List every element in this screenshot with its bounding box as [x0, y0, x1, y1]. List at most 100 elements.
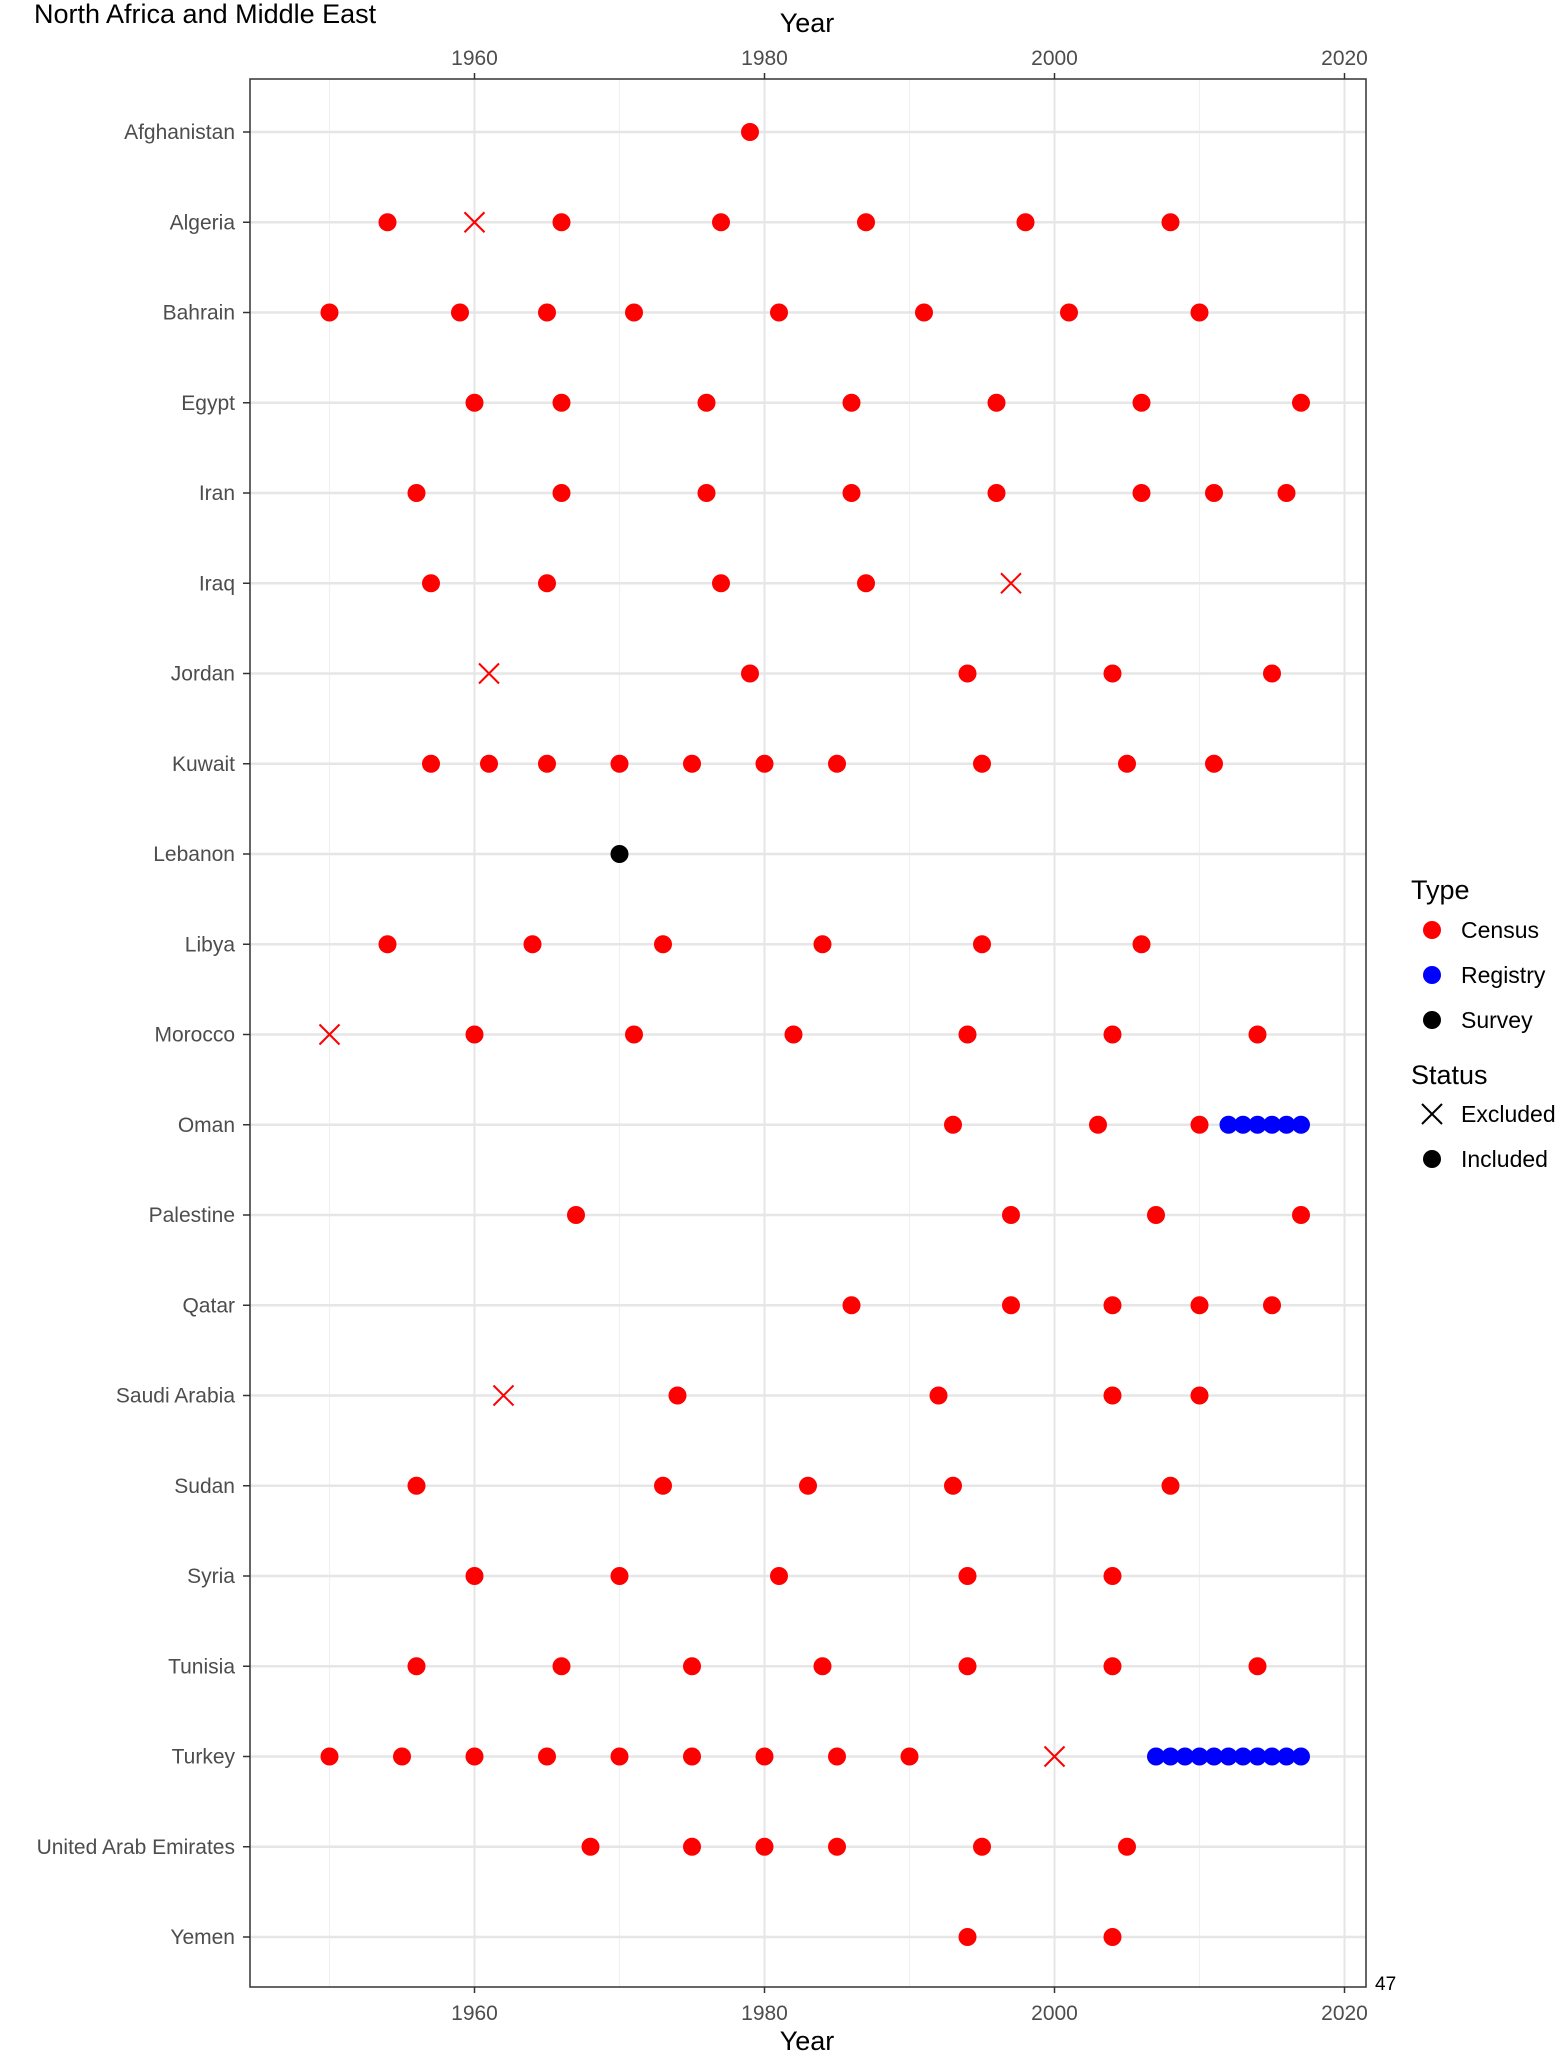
data-point: [1103, 1928, 1122, 1946]
data-point: [320, 1747, 339, 1766]
data-point: [1103, 1657, 1122, 1676]
data-point-excluded: [492, 1384, 515, 1407]
legend: Type Census Registry Survey Status Exclude…: [1411, 875, 1556, 1172]
data-point: [552, 484, 571, 502]
chart-title: North Africa and Middle East: [34, 0, 377, 29]
data-point: [1248, 1115, 1267, 1134]
data-point: [683, 1837, 701, 1856]
data-point: [973, 1837, 991, 1856]
data-point: [465, 1747, 484, 1766]
row-label: Egypt: [181, 392, 235, 415]
row-label: United Arab Emirates: [37, 1836, 235, 1859]
data-point: [1292, 1747, 1310, 1766]
data-point: [1132, 935, 1151, 954]
data-point: [770, 303, 788, 322]
data-point: [1205, 484, 1223, 502]
data-point: [465, 1025, 484, 1044]
data-point: [1118, 754, 1136, 773]
data-point: [523, 935, 542, 954]
data-point: [552, 1657, 571, 1676]
page-number: 47: [1375, 1974, 1396, 1995]
data-point: [654, 935, 672, 954]
data-point: [813, 1657, 832, 1676]
data-point-excluded: [1043, 1745, 1066, 1768]
data-point: [465, 393, 484, 412]
data-point: [1103, 1386, 1122, 1405]
data-point: [538, 303, 556, 322]
data-point: [1060, 303, 1078, 322]
data-point: [741, 123, 759, 141]
data-point: [538, 1747, 556, 1766]
x-tick-label-bottom: 2000: [1031, 2002, 1078, 2025]
data-point: [1103, 664, 1122, 683]
data-point: [1292, 1206, 1310, 1224]
data-point: [712, 574, 730, 593]
legend-key-survey: [1423, 1011, 1441, 1029]
data-point: [1190, 303, 1209, 322]
data-point: [755, 754, 774, 773]
data-point: [1263, 1747, 1281, 1766]
data-point: [1263, 1296, 1281, 1315]
data-point: [1132, 393, 1151, 412]
data-point: [407, 484, 426, 502]
data-point: [683, 754, 701, 773]
data-point: [465, 1567, 484, 1585]
data-point: [987, 484, 1006, 502]
data-point: [741, 664, 759, 683]
data-point: [480, 754, 498, 773]
data-point: [1089, 1115, 1107, 1134]
data-point-excluded: [1000, 572, 1022, 594]
data-point: [538, 754, 556, 773]
data-point: [1277, 1747, 1296, 1766]
legend-key-census: [1423, 921, 1441, 939]
row-label: Qatar: [182, 1294, 235, 1317]
data-point: [828, 1747, 846, 1766]
data-point: [610, 754, 629, 773]
data-point: [987, 393, 1006, 412]
data-point: [712, 213, 730, 232]
x-tick-label-top: 1960: [451, 47, 498, 70]
x-tick-label-top: 2000: [1031, 47, 1078, 70]
data-point: [973, 935, 991, 954]
data-point: [842, 393, 861, 412]
row-label: Kuwait: [172, 753, 235, 776]
data-point: [958, 1928, 977, 1946]
legend-status-items: Excluded Included: [1421, 1101, 1556, 1172]
data-point: [958, 1567, 977, 1585]
row-label: Tunisia: [168, 1655, 235, 1678]
data-point: [1147, 1206, 1165, 1224]
data-point: [1277, 1115, 1296, 1134]
data-point: [1190, 1296, 1209, 1315]
legend-label: Survey: [1461, 1007, 1533, 1033]
legend-status-title: Status: [1411, 1060, 1488, 1090]
data-point: [1292, 1115, 1310, 1134]
data-point: [567, 1206, 585, 1224]
row-label: Jordan: [171, 663, 235, 686]
row-label: Algeria: [170, 211, 236, 234]
data-point: [1161, 1747, 1180, 1766]
row-label: Turkey: [172, 1746, 236, 1769]
row-label: Iran: [199, 482, 235, 505]
row-label: Syria: [187, 1565, 235, 1588]
data-point: [407, 1476, 426, 1495]
data-point: [1147, 1747, 1165, 1766]
x-axis-ticks: 1960 1960 1980 1980 2000 2000 2020 2020: [451, 47, 1368, 2025]
x-tick-label-bottom: 1980: [741, 2002, 788, 2025]
data-point: [857, 574, 875, 593]
x-axis-title-bottom: Year: [780, 2026, 835, 2056]
data-point: [915, 303, 933, 322]
row-label: Saudi Arabia: [116, 1385, 235, 1408]
data-point: [958, 1025, 977, 1044]
data-points: [318, 123, 1310, 1946]
data-point: [552, 213, 571, 232]
x-axis-title-top: Year: [780, 8, 835, 38]
data-point: [625, 1025, 643, 1044]
data-point: [784, 1025, 803, 1044]
data-point: [1161, 213, 1180, 232]
data-point: [813, 935, 832, 954]
data-point: [610, 845, 629, 863]
data-point: [755, 1837, 774, 1856]
data-point: [1248, 1657, 1267, 1676]
data-point: [1016, 213, 1035, 232]
data-point: [654, 1476, 672, 1495]
